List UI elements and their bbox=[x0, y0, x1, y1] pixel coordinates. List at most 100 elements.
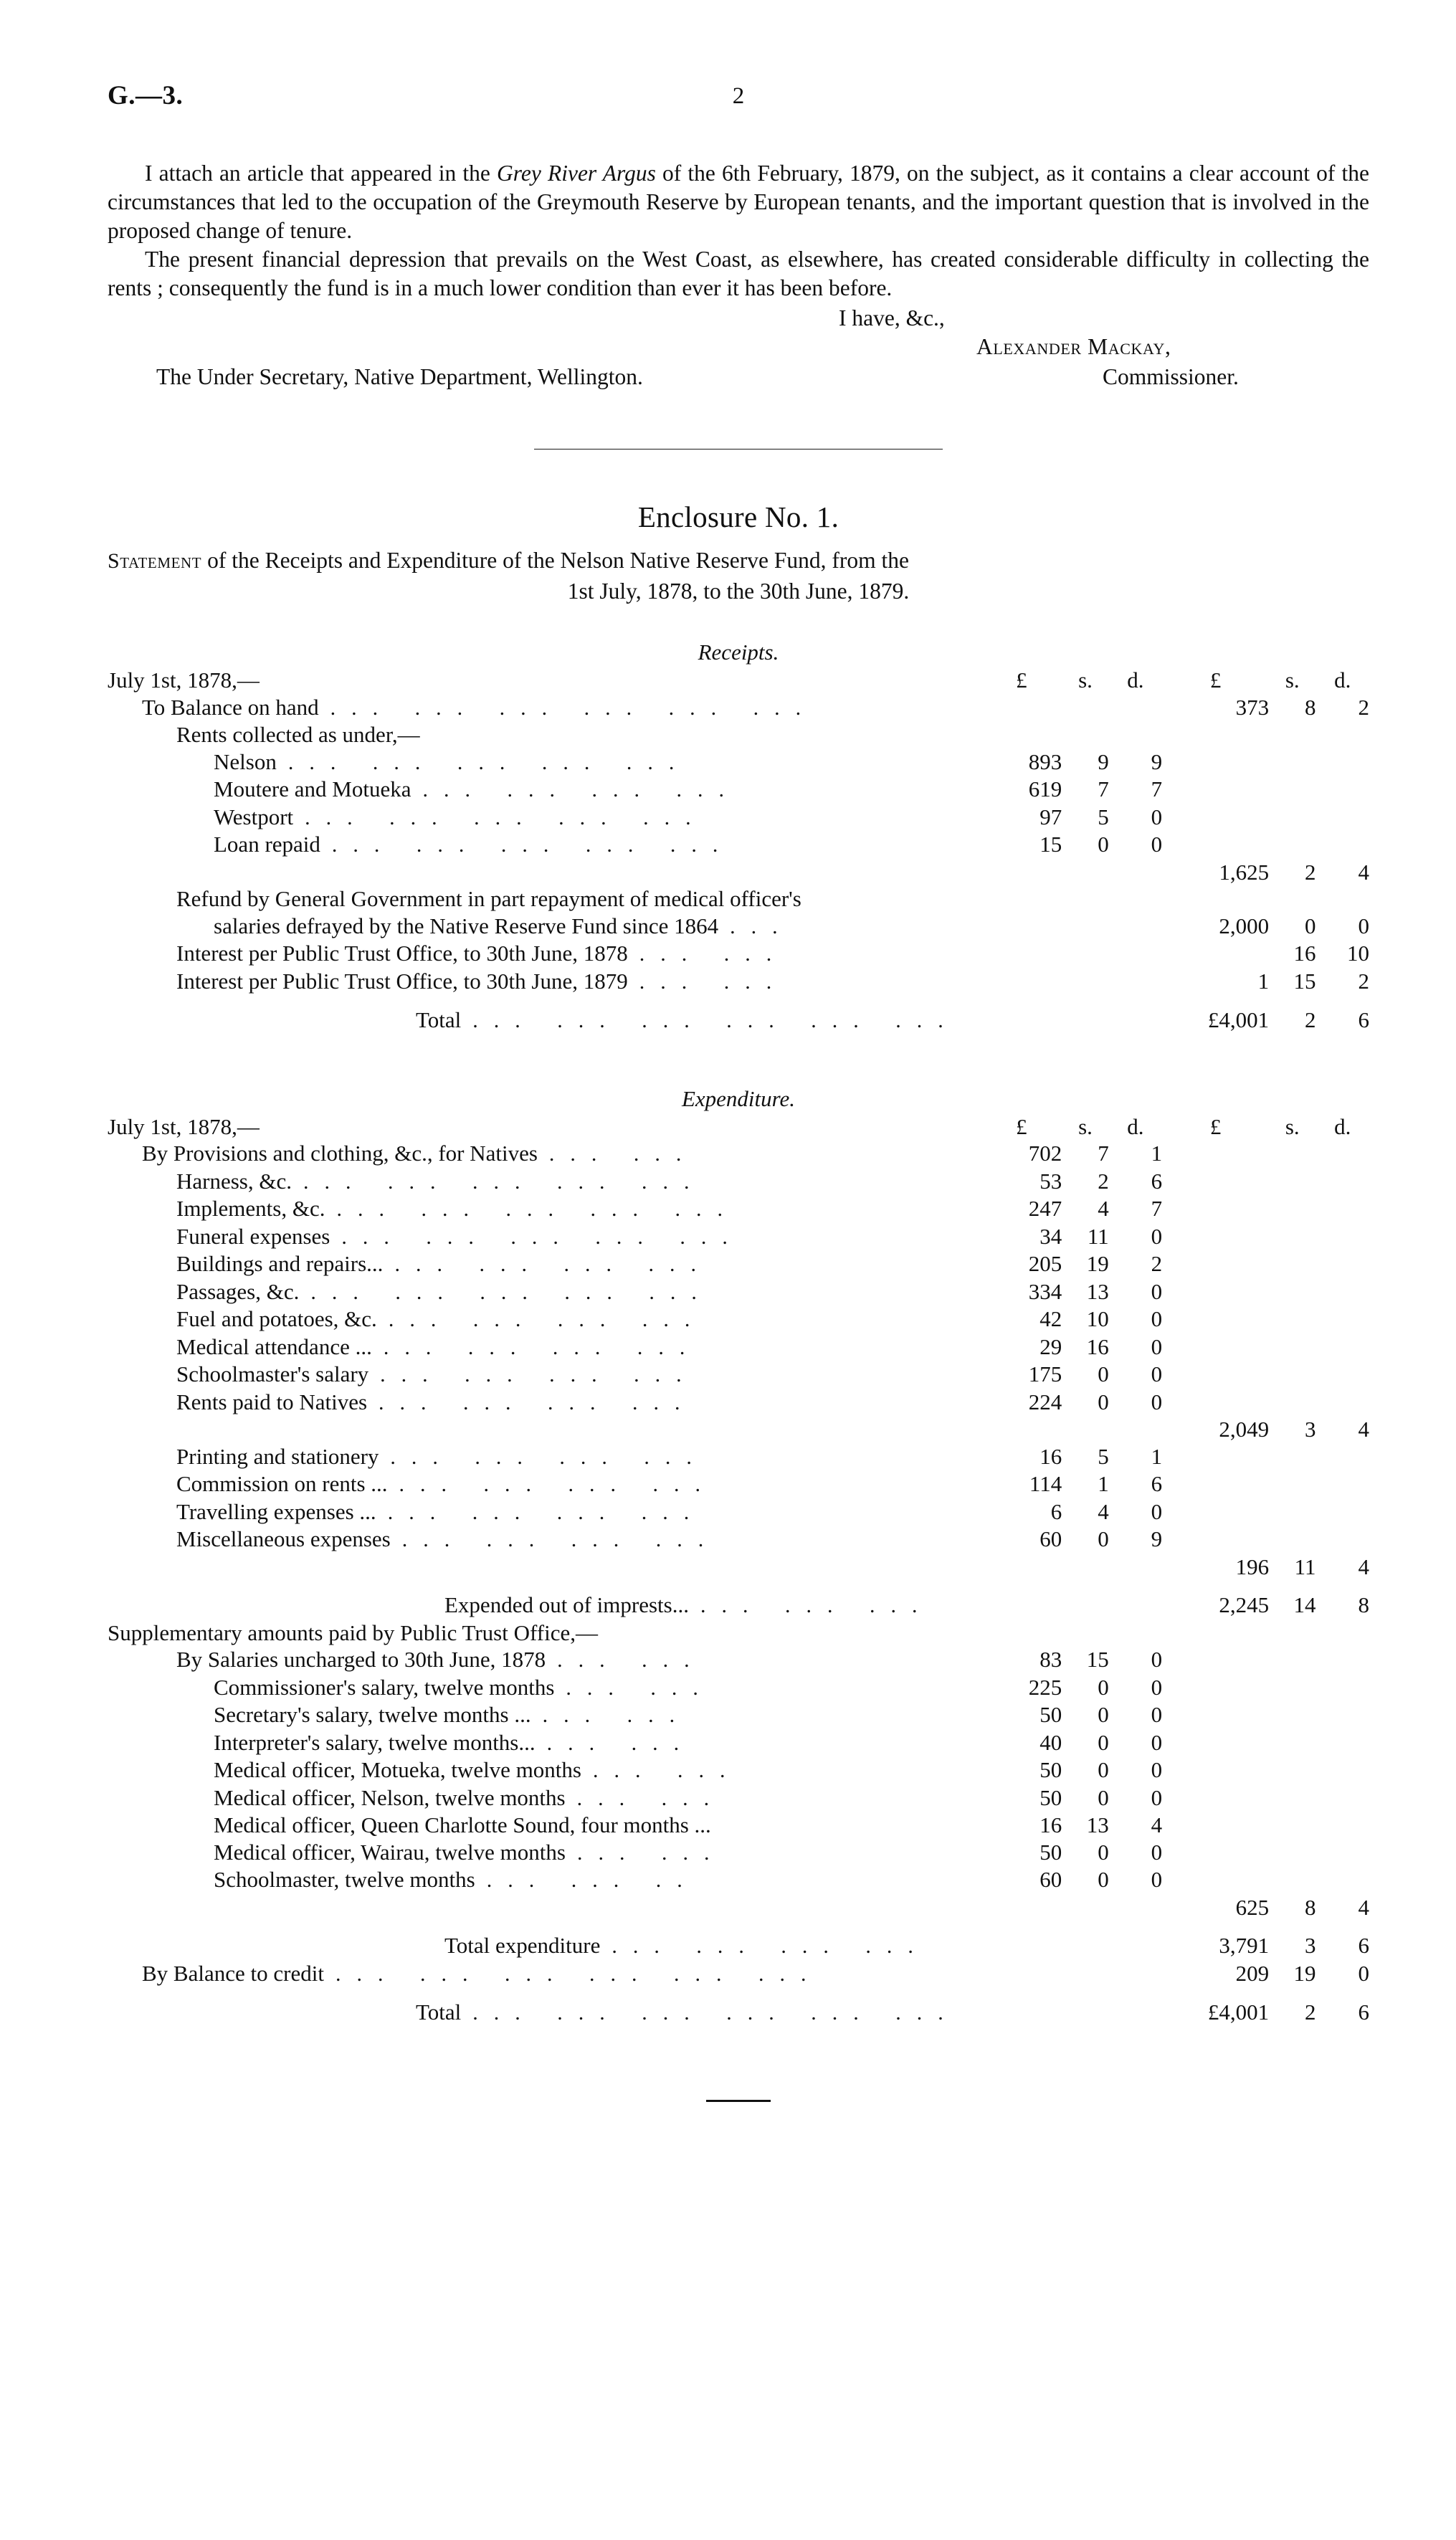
refund-pence: 0 bbox=[1358, 913, 1370, 938]
expenditure-table: July 1st, 1878,— £ s. d. £ s. d. By Prov… bbox=[108, 1113, 1369, 2038]
amount-shillings-inner: 0 bbox=[1098, 1526, 1109, 1551]
expenditure-total-shillings: 2 bbox=[1304, 1999, 1316, 2025]
amount-shillings-inner: 0 bbox=[1098, 1757, 1109, 1782]
row-label: Medical officer, Nelson, twelve months bbox=[214, 1784, 566, 1810]
leader-dots: ... ... ... ... bbox=[383, 1335, 701, 1359]
col-head-pounds-inner: £ bbox=[1016, 667, 1027, 693]
table-row: Nelson ... ... ... ... ... 893 9 9 bbox=[108, 748, 1369, 776]
row-label: Passages, &c. bbox=[176, 1278, 300, 1304]
leader-dots: ... ... ... ... ... ... bbox=[330, 695, 817, 720]
receipts-total-rule-row bbox=[108, 995, 1369, 1007]
table-row: Medical officer, Nelson, twelve months..… bbox=[108, 1784, 1369, 1812]
receipts-total-label: Total bbox=[416, 1007, 462, 1032]
refund-line-1: Refund by General Government in part rep… bbox=[176, 886, 801, 911]
paragraph-2-text: The present financial depression that pr… bbox=[108, 247, 1369, 300]
document-reference: G.—3. bbox=[108, 81, 184, 110]
amount-pounds-inner: 50 bbox=[1039, 1702, 1062, 1727]
receipts-total-pence: 6 bbox=[1358, 1007, 1370, 1032]
expenditure-header-row: July 1st, 1878,— £ s. d. £ s. d. bbox=[108, 1113, 1369, 1141]
amount-pence-inner: 7 bbox=[1151, 1196, 1163, 1221]
amount-pence-inner: 0 bbox=[1151, 1867, 1163, 1892]
table-row: Westport ... ... ... ... ... 97 5 0 bbox=[108, 804, 1369, 832]
subtotal-3-shillings: 8 bbox=[1304, 1894, 1316, 1920]
amount-shillings-inner: 7 bbox=[1098, 1141, 1109, 1166]
amount-pounds-inner: 6 bbox=[1050, 1498, 1062, 1524]
leader-dots: ... ... bbox=[566, 1675, 714, 1700]
leader-dots: ... ... bbox=[576, 1840, 725, 1865]
leader-dots: ... ... bbox=[542, 1703, 691, 1727]
col-head-shillings-outer: s. bbox=[1285, 1113, 1300, 1139]
table-row: Funeral expenses ... ... ... ... ... 34 1… bbox=[108, 1223, 1369, 1251]
amount-pounds-inner: 247 bbox=[1028, 1196, 1062, 1221]
leader-dots: ... ... ... ... bbox=[401, 1528, 720, 1551]
col-head-pence-inner: d. bbox=[1127, 1113, 1144, 1139]
leader-dots: ... ... bbox=[639, 942, 788, 966]
row-label: Printing and stationery bbox=[176, 1443, 379, 1469]
row-label: Rents paid to Natives bbox=[176, 1389, 368, 1414]
table-row: Moutere and Motueka ... ... ... ... 619 7… bbox=[108, 776, 1369, 804]
table-row: Secretary's salary, twelve months ......… bbox=[108, 1701, 1369, 1729]
col-head-shillings-outer: s. bbox=[1285, 667, 1300, 693]
row-label: Miscellaneous expenses bbox=[176, 1526, 391, 1551]
amount-pence-inner: 6 bbox=[1151, 1168, 1163, 1194]
letter-paragraph-2: The present financial depression that pr… bbox=[108, 245, 1369, 303]
subtotal-2-pence: 4 bbox=[1358, 1554, 1370, 1579]
interest-1878-pence: 10 bbox=[1347, 941, 1369, 966]
statement-line-1-text: of the Receipts and Expenditure of the N… bbox=[201, 548, 909, 573]
row-label: Westport bbox=[214, 804, 294, 829]
subtotal-1-pounds: 2,049 bbox=[1219, 1417, 1270, 1442]
leader-dots: ... ... ... ... ... bbox=[331, 833, 734, 857]
amount-pence-inner: 7 bbox=[1151, 776, 1163, 802]
total-expenditure-row: Total expenditure ... ... ... ... 3,791 3… bbox=[108, 1932, 1369, 1960]
subtotal-1-shillings: 3 bbox=[1304, 1417, 1316, 1442]
table-row: To Balance on hand ... ... ... ... ... ..… bbox=[108, 694, 1369, 722]
leader-dots: ... ... bbox=[592, 1759, 741, 1782]
amount-pence-inner: 1 bbox=[1151, 1141, 1163, 1166]
grand-total-underline-row bbox=[108, 2027, 1369, 2038]
table-row: Rents collected as under,— bbox=[108, 721, 1369, 748]
letter-addressee: The Under Secretary, Native Department, … bbox=[156, 364, 643, 389]
table-row: Medical officer, Wairau, twelve months..… bbox=[108, 1839, 1369, 1867]
amount-shillings-inner: 1 bbox=[1098, 1471, 1109, 1496]
row-label: Fuel and potatoes, &c. bbox=[176, 1306, 377, 1331]
amount-pounds-inner: 15 bbox=[1039, 832, 1062, 857]
receipts-total-shillings: 2 bbox=[1304, 1007, 1316, 1032]
amount-pounds-inner: 83 bbox=[1039, 1647, 1062, 1672]
leader-dots: ... bbox=[730, 914, 794, 938]
row-label: By Salaries uncharged to 30th June, 1878 bbox=[176, 1647, 546, 1672]
amount-shillings-inner: 0 bbox=[1098, 1784, 1109, 1810]
total-expenditure-label: Total expenditure bbox=[444, 1933, 601, 1958]
letter-paragraph-1: I attach an article that appeared in the… bbox=[108, 159, 1369, 245]
amount-pounds-inner: 205 bbox=[1028, 1251, 1062, 1276]
amount-pounds-inner: 53 bbox=[1039, 1168, 1062, 1194]
amount-shillings-inner: 11 bbox=[1087, 1223, 1109, 1249]
total-expenditure-shillings: 3 bbox=[1304, 1933, 1316, 1958]
amount-pence-inner: 4 bbox=[1151, 1812, 1163, 1837]
subtotal-2-pounds: 196 bbox=[1235, 1554, 1270, 1579]
amount-pence-inner: 0 bbox=[1151, 1223, 1163, 1249]
amount-pence-inner: 1 bbox=[1151, 1443, 1163, 1469]
footer-flourish-rule bbox=[706, 2099, 771, 2102]
leader-dots: ... ... ... ... ... ... bbox=[335, 1961, 822, 1986]
leader-dots: ... ... ... ... bbox=[394, 1252, 712, 1276]
row-label: Rents collected as under,— bbox=[176, 722, 420, 747]
table-row: Buildings and repairs...... ... ... ... … bbox=[108, 1250, 1369, 1278]
amount-shillings-inner: 0 bbox=[1098, 1361, 1109, 1386]
amount-shillings-inner: 19 bbox=[1086, 1251, 1109, 1276]
expenditure-caption: Expenditure. bbox=[681, 1085, 796, 1111]
expenditure-total-label: Total bbox=[416, 1999, 462, 2025]
subtotal-pounds: 1,625 bbox=[1219, 859, 1270, 885]
imprests-row: Expended out of imprests... ... ... ... 2… bbox=[108, 1592, 1369, 1619]
amount-shillings-inner: 4 bbox=[1098, 1498, 1109, 1524]
table-row: Medical attendance ... ... ... ... ... 29… bbox=[108, 1333, 1369, 1361]
amount-pounds-inner: 60 bbox=[1039, 1867, 1062, 1892]
leader-dots: ... ... bbox=[546, 1731, 695, 1755]
leader-dots: ... ... ... ... ... ... bbox=[472, 1009, 959, 1032]
leader-dots: ... ... ... ... bbox=[387, 1500, 705, 1524]
amount-pence-inner: 6 bbox=[1151, 1471, 1163, 1496]
amount-shillings-inner: 13 bbox=[1086, 1278, 1109, 1304]
subtotal-2-shillings: 11 bbox=[1294, 1554, 1316, 1579]
table-row: Schoolmaster's salary ... ... ... ... 175… bbox=[108, 1361, 1369, 1389]
expenditure-subtotal-1-row: 2,049 3 4 bbox=[108, 1416, 1369, 1443]
